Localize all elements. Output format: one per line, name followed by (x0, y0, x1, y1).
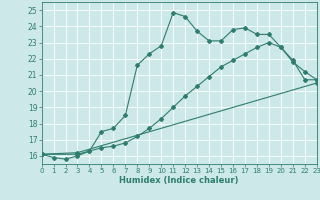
X-axis label: Humidex (Indice chaleur): Humidex (Indice chaleur) (119, 176, 239, 185)
